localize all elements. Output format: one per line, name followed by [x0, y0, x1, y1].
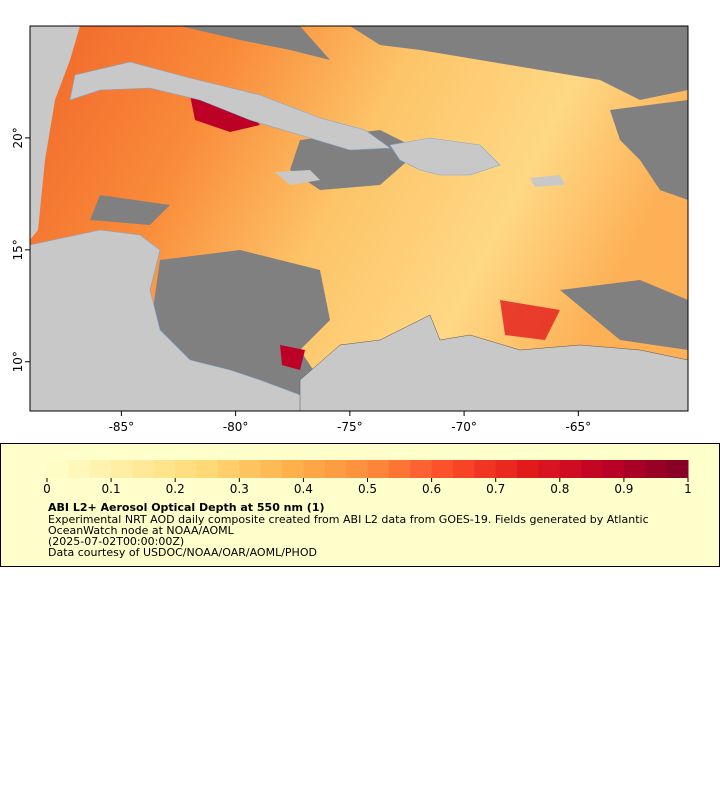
colorbar-step [303, 460, 326, 478]
colorbar-step [388, 460, 411, 478]
colorbar-step [410, 460, 433, 478]
colorbar-step [666, 460, 689, 478]
colorbar-step [602, 460, 625, 478]
colorbar-step [175, 460, 198, 478]
no-data [610, 100, 688, 200]
colorbar-tick-label: 0.1 [102, 482, 121, 496]
no-data [350, 26, 688, 100]
colorbar-tick-label: 0.9 [614, 482, 633, 496]
y-tick-label: 15° [11, 239, 25, 260]
colorbar-step [645, 460, 668, 478]
land-central-america [30, 229, 311, 411]
colorbar-tick-label: 1 [684, 482, 692, 496]
colorbar-step [431, 460, 454, 478]
y-tick-label: 10° [11, 351, 25, 372]
colorbar-step [581, 460, 604, 478]
land-puerto-rico [530, 175, 565, 187]
colorbar-tick-label: 0.8 [550, 482, 569, 496]
colorbar-tick-label: 0.3 [230, 482, 249, 496]
x-tick-label: -75° [337, 420, 363, 434]
no-data [560, 280, 688, 350]
colorbar-step [89, 460, 112, 478]
legend-line: Data courtesy of USDOC/NOAA/OAR/AOML/PHO… [48, 546, 317, 559]
colorbar-step [474, 460, 497, 478]
colorbar-step [196, 460, 219, 478]
x-tick-label: -85° [109, 420, 135, 434]
colorbar-step [47, 460, 69, 478]
high-aod [500, 300, 560, 340]
high-aod [280, 345, 305, 370]
land-hispaniola [389, 137, 501, 176]
land-yucatan [30, 26, 80, 240]
colorbar-step [260, 460, 283, 478]
no-data [90, 195, 170, 225]
colorbar-tick-label: 0.5 [358, 482, 377, 496]
colorbar-step [239, 460, 262, 478]
colorbar-step [153, 460, 176, 478]
x-tick-label: -70° [451, 420, 477, 434]
legend-line: OceanWatch node at NOAA/AOML [48, 524, 235, 537]
x-tick-label: -80° [223, 420, 249, 434]
colorbar-step [282, 460, 304, 478]
land-cuba [69, 61, 391, 151]
no-data [290, 130, 420, 190]
y-tick-label: 20° [11, 127, 25, 148]
colorbar-step [495, 460, 518, 478]
colorbar-tick-label: 0 [43, 482, 51, 496]
land-jamaica [275, 170, 320, 185]
colorbar-tick-label: 0.6 [422, 482, 441, 496]
legend-line: Experimental NRT AOD daily composite cre… [48, 513, 649, 526]
map-image [30, 26, 688, 411]
colorbar: 0 0.1 0.2 0.3 0.4 0.5 0.6 0.7 0.8 0.9 1 [43, 460, 692, 496]
colorbar-tick-label: 0.7 [486, 482, 505, 496]
no-data [180, 26, 330, 60]
colorbar-step [623, 460, 646, 478]
legend-line: (2025-07-02T00:00:00Z) [48, 535, 184, 548]
colorbar-step [452, 460, 475, 478]
colorbar-step [111, 460, 133, 478]
axes: -85° -80° -75° -70° -65° 10° 15° 20° [11, 127, 591, 434]
legend-title: ABI L2+ Aerosol Optical Depth at 550 nm … [48, 501, 325, 514]
land-south-america [299, 314, 688, 411]
colorbar-tick-label: 0.4 [294, 482, 313, 496]
colorbar-step [132, 460, 155, 478]
colorbar-step [367, 460, 390, 478]
colorbar-step [346, 460, 368, 478]
x-tick-label: -65° [566, 420, 592, 434]
colorbar-step [324, 460, 347, 478]
colorbar-step [517, 460, 539, 478]
colorbar-tick-label: 0.2 [166, 482, 185, 496]
map-frame [29, 25, 689, 412]
colorbar-step [559, 460, 582, 478]
colorbar-step [68, 460, 91, 478]
colorbar-step [217, 460, 240, 478]
colorbar-step [538, 460, 561, 478]
